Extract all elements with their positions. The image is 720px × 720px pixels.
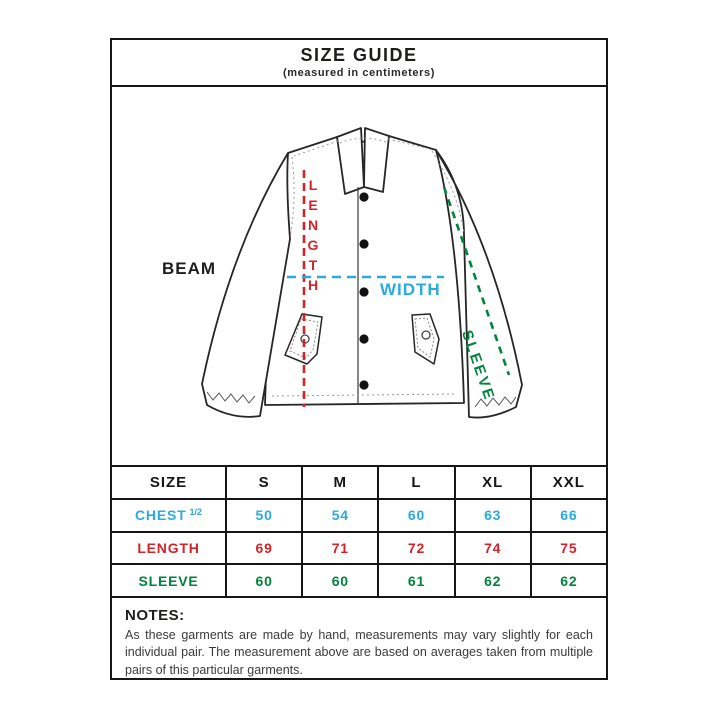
notes-heading: NOTES: xyxy=(125,607,185,624)
cell-chest-l: 60 xyxy=(379,499,454,531)
measurement-diagram: BEAM LENGTH WIDTH SLEEVE xyxy=(112,87,606,465)
size-guide-sheet: SIZE GUIDE (measured in centimeters) xyxy=(110,38,608,680)
size-table: SIZE S M L XL XXL CHEST 1/2 50 54 60 63 … xyxy=(112,465,606,598)
cell-length-xxl: 75 xyxy=(531,532,606,564)
cell-sleeve-s: 60 xyxy=(227,565,302,596)
row-label-chest: CHEST 1/2 xyxy=(112,499,225,531)
row-label-length: LENGTH xyxy=(112,532,225,564)
cell-length-xl: 74 xyxy=(455,532,530,564)
cell-sleeve-l: 61 xyxy=(379,565,454,596)
column-header-size: SIZE xyxy=(112,467,225,498)
page-title: SIZE GUIDE xyxy=(300,45,418,66)
column-header-m: M xyxy=(303,467,378,498)
notes-section: NOTES: As these garments are made by han… xyxy=(112,598,606,679)
cell-chest-xl: 63 xyxy=(455,499,530,531)
row-label-suffix: 1/2 xyxy=(189,507,202,518)
column-header-xxl: XXL xyxy=(531,467,606,498)
width-label: WIDTH xyxy=(380,280,441,299)
notes-body: As these garments are made by hand, meas… xyxy=(125,628,593,677)
cell-length-s: 69 xyxy=(227,532,302,564)
cell-sleeve-m: 60 xyxy=(303,565,378,596)
brand-label: BEAM xyxy=(162,259,217,278)
cell-length-m: 71 xyxy=(303,532,378,564)
cell-sleeve-xl: 62 xyxy=(455,565,530,596)
row-label-sleeve: SLEEVE xyxy=(112,565,225,596)
row-label-text: CHEST xyxy=(135,507,187,524)
page-subtitle: (measured in centimeters) xyxy=(283,66,435,79)
column-header-xl: XL xyxy=(455,467,530,498)
length-label: LENGTH xyxy=(305,177,321,297)
column-header-l: L xyxy=(379,467,454,498)
column-header-s: S xyxy=(227,467,302,498)
cell-chest-xxl: 66 xyxy=(531,499,606,531)
cell-sleeve-xxl: 62 xyxy=(531,565,606,596)
cell-chest-s: 50 xyxy=(227,499,302,531)
jacket-illustration xyxy=(201,127,523,419)
cell-chest-m: 54 xyxy=(303,499,378,531)
cell-length-l: 72 xyxy=(379,532,454,564)
header: SIZE GUIDE (measured in centimeters) xyxy=(112,40,606,87)
